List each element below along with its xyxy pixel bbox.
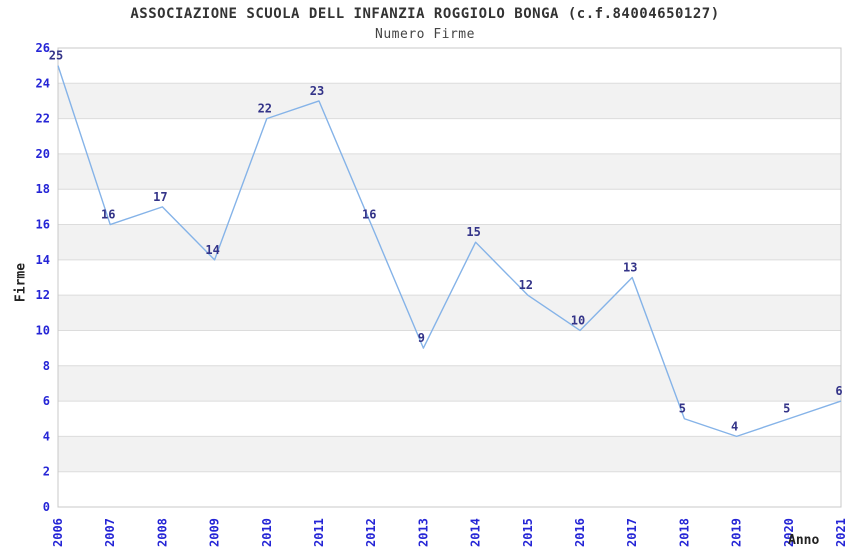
grid-band: [58, 224, 841, 260]
plot-border: [57, 47, 842, 508]
x-tick-label: 2009: [208, 518, 222, 547]
point-label: 23: [310, 84, 324, 98]
y-tick-label: 12: [36, 288, 50, 302]
y-tick-label: 20: [36, 147, 50, 161]
y-axis-title: Firme: [13, 262, 29, 303]
y-tick-label: 24: [36, 76, 50, 90]
x-tick-label: 2020: [782, 518, 796, 547]
grid-band: [58, 365, 841, 402]
grid-band: [58, 153, 841, 190]
y-tick-label: 2: [43, 465, 50, 479]
x-axis-title: Anno: [788, 533, 820, 548]
point-label: 6: [835, 384, 842, 398]
y-tick-label: 8: [43, 359, 50, 373]
point-label: 16: [101, 208, 115, 222]
point-label: 9: [418, 331, 425, 345]
point-label: 15: [466, 225, 480, 239]
point-label: 22: [258, 102, 272, 116]
y-tick-label: 18: [36, 182, 50, 196]
x-tick-label: 2017: [625, 518, 639, 547]
x-tick-label: 2013: [416, 518, 430, 547]
point-label: 16: [362, 208, 376, 222]
x-tick-label: 2016: [573, 518, 587, 547]
point-label: 17: [153, 190, 167, 204]
grid-band: [58, 295, 841, 331]
x-tick-label: 2019: [730, 518, 744, 547]
x-tick-label: 2012: [364, 518, 378, 547]
x-tick-label: 2021: [834, 518, 848, 547]
point-label: 10: [571, 313, 585, 327]
y-tick-label: 26: [36, 41, 50, 55]
y-tick-label: 10: [36, 323, 50, 337]
y-tick-label: 6: [43, 394, 50, 408]
data-line: [57, 65, 842, 438]
x-tick-label: 2018: [677, 518, 691, 547]
point-label: 5: [679, 402, 686, 416]
x-tick-label: 2007: [103, 518, 117, 547]
y-tick-label: 22: [36, 112, 50, 126]
x-tick-label: 2010: [260, 518, 274, 547]
y-tick-label: 0: [43, 500, 50, 514]
y-tick-label: 14: [36, 253, 50, 267]
x-tick-label: 2014: [469, 518, 483, 547]
chart-title: ASSOCIAZIONE SCUOLA DELL INFANZIA ROGGIO…: [130, 6, 720, 22]
x-tick-label: 2015: [521, 518, 535, 547]
grid-band: [58, 83, 841, 119]
point-label: 13: [623, 261, 637, 275]
grid-band: [58, 436, 841, 472]
point-label: 4: [731, 419, 738, 433]
y-tick-label: 4: [43, 429, 50, 443]
x-tick-label: 2008: [155, 518, 169, 547]
chart-subtitle: Numero Firme: [375, 27, 475, 42]
x-tick-label: 2006: [51, 518, 65, 547]
point-label: 14: [205, 243, 219, 257]
point-label: 25: [49, 49, 63, 63]
point-label: 5: [783, 402, 790, 416]
y-tick-label: 16: [36, 218, 50, 232]
x-tick-label: 2011: [312, 518, 326, 547]
point-label: 12: [519, 278, 533, 292]
